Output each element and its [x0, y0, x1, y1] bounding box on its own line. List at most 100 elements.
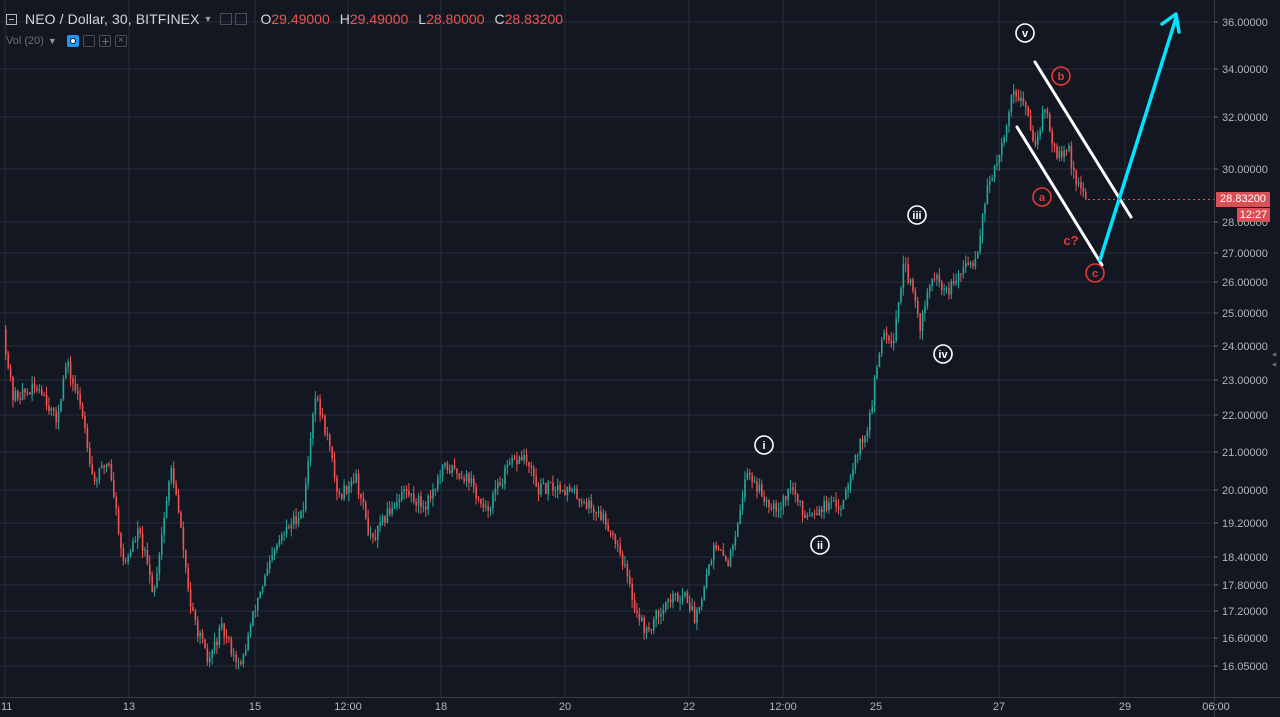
candle	[105, 463, 108, 473]
candle	[501, 478, 504, 489]
candle	[871, 399, 873, 415]
grid	[0, 0, 1214, 697]
time-tick-label: 29	[1119, 701, 1131, 713]
candle	[974, 250, 977, 270]
svg-text:c?: c?	[1063, 233, 1078, 248]
candle	[787, 488, 789, 506]
candle	[984, 202, 986, 222]
settings-icon[interactable]	[220, 13, 233, 25]
candle	[19, 391, 21, 405]
candle	[643, 615, 645, 640]
candle	[883, 329, 885, 341]
candle	[271, 546, 273, 563]
candle	[14, 387, 17, 403]
candle	[897, 301, 900, 323]
candle	[117, 505, 120, 536]
eye-icon[interactable]	[66, 35, 79, 47]
candle	[885, 326, 888, 344]
candle	[420, 491, 422, 515]
candle	[48, 397, 50, 415]
candle	[81, 402, 84, 419]
wave-label-i[interactable]: i	[754, 435, 774, 455]
compare-icon[interactable]	[235, 13, 248, 25]
candle	[840, 505, 842, 517]
candle	[1013, 83, 1015, 104]
candle	[321, 407, 324, 419]
channel-line[interactable]	[1015, 125, 1104, 267]
wave-label-a[interactable]: a	[1032, 187, 1052, 207]
candle	[185, 549, 187, 574]
candle	[269, 555, 271, 574]
candle	[312, 412, 314, 446]
candle	[247, 631, 249, 652]
candle	[69, 355, 72, 387]
price-tick-label: 20.00000	[1222, 485, 1268, 497]
channel-line[interactable]	[1033, 60, 1133, 219]
candle	[866, 426, 869, 443]
candle	[60, 398, 62, 413]
candle	[785, 495, 787, 506]
candle	[425, 501, 427, 517]
candle	[528, 461, 530, 474]
candle	[165, 496, 168, 519]
candle	[804, 510, 806, 519]
volume-indicator-label[interactable]: Vol (20)	[6, 35, 44, 47]
candle	[377, 525, 379, 549]
plus-icon[interactable]	[98, 35, 111, 47]
collapse-icon[interactable]	[6, 13, 17, 25]
high-key: H	[339, 11, 350, 27]
candle	[369, 526, 372, 540]
price-tick-label: 16.60000	[1222, 633, 1268, 645]
candle	[595, 511, 597, 522]
candle	[557, 478, 559, 499]
candle	[540, 478, 542, 498]
wave-label-ii[interactable]: ii	[810, 535, 830, 555]
candle	[864, 435, 866, 448]
candle	[201, 629, 204, 644]
candle	[156, 566, 158, 589]
candle	[204, 638, 206, 649]
chevron-down-icon[interactable]: ▼	[203, 14, 213, 24]
candle	[146, 542, 149, 566]
wave-label-v[interactable]: v	[1015, 23, 1035, 43]
chevron-down-icon[interactable]: ▼	[47, 36, 57, 46]
candle	[905, 257, 907, 273]
svg-text:v: v	[1022, 28, 1029, 40]
candle	[545, 482, 547, 495]
candle	[506, 459, 509, 475]
candle	[813, 509, 816, 519]
candle	[240, 659, 242, 666]
candle	[765, 496, 768, 508]
close-icon[interactable]: ×	[114, 35, 127, 47]
candle	[228, 635, 230, 643]
wave-label-c[interactable]: c	[1085, 263, 1105, 283]
chevron-up-icon[interactable]: ◂	[1271, 349, 1277, 359]
candle	[965, 255, 967, 273]
chevron-left-icon[interactable]: ◂	[1271, 359, 1277, 369]
candle	[218, 624, 221, 649]
gear-icon[interactable]	[82, 35, 95, 47]
candle	[993, 164, 996, 183]
wave-label-iv[interactable]: iv	[933, 344, 953, 364]
candle	[33, 377, 36, 394]
symbol-title[interactable]: NEO / Dollar, 30, BITFINEX	[25, 11, 200, 27]
candle	[876, 364, 878, 380]
candle	[907, 256, 909, 285]
candle	[979, 228, 981, 255]
candle	[657, 609, 660, 625]
candle	[588, 496, 590, 514]
wave-label-iii[interactable]: iii	[907, 205, 927, 225]
wave-label-b[interactable]: b	[1051, 66, 1071, 86]
candle	[823, 495, 825, 519]
candle	[869, 409, 871, 439]
price-tick-label: 32.00000	[1222, 112, 1268, 124]
candle	[794, 482, 797, 503]
candle	[43, 391, 45, 397]
projection-arrow[interactable]	[1098, 16, 1178, 262]
candle	[120, 531, 122, 557]
candle	[403, 485, 405, 500]
wave-label-cq[interactable]: c?	[1063, 233, 1078, 248]
